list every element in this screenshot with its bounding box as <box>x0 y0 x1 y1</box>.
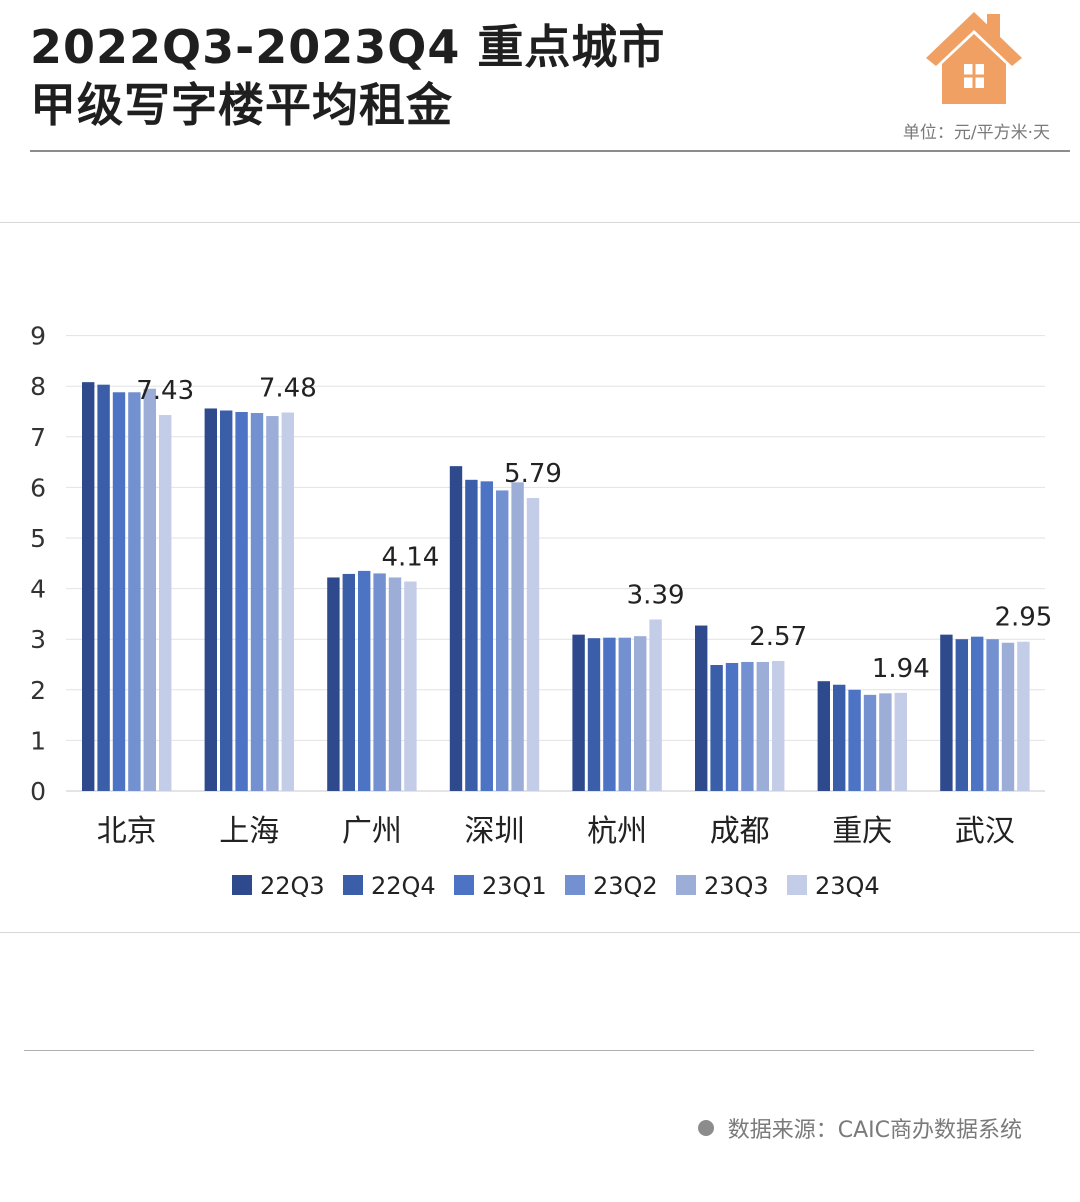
x-tick-label: 北京 <box>97 814 157 849</box>
chart-top-divider <box>0 222 1080 223</box>
source-text: 数据来源：CAIC商办数据系统 <box>727 1118 1022 1143</box>
bar <box>618 637 631 791</box>
x-tick-label: 武汉 <box>955 814 1015 849</box>
page-title-line-2: 甲级写字楼平均租金 <box>30 78 453 132</box>
unit-label: 单位：元/平方米·天 <box>902 123 1050 143</box>
data-label: 7.43 <box>136 376 194 406</box>
house-icon <box>926 12 1022 104</box>
bar <box>266 416 279 791</box>
bar <box>725 662 739 791</box>
page-title-line-1: 2022Q3-2023Q4 重点城市 <box>30 20 666 74</box>
chart-bottom-divider <box>0 932 1080 933</box>
data-label: 1.94 <box>872 654 930 684</box>
bar <box>634 636 647 791</box>
footer-divider <box>24 1050 1034 1051</box>
x-tick-label: 上海 <box>219 814 279 849</box>
bar <box>971 636 984 791</box>
y-tick-label: 2 <box>30 676 46 705</box>
bar <box>603 637 616 791</box>
bar <box>143 388 156 791</box>
y-tick-label: 9 <box>30 322 46 351</box>
y-tick-label: 0 <box>30 777 46 806</box>
bar <box>955 639 968 791</box>
legend-label: 23Q3 <box>704 872 769 900</box>
bar <box>204 408 217 791</box>
data-label: 5.79 <box>504 459 562 489</box>
legend-label: 23Q2 <box>593 872 658 900</box>
data-label: 2.57 <box>749 622 807 652</box>
bar <box>741 661 754 791</box>
bar <box>572 634 585 791</box>
y-tick-label: 3 <box>30 625 46 654</box>
bar <box>250 413 264 791</box>
header-divider <box>30 150 1070 152</box>
bar <box>220 410 233 791</box>
bar <box>817 681 830 791</box>
x-tick-label: 广州 <box>342 814 402 849</box>
y-tick-label: 6 <box>30 473 46 502</box>
bar <box>986 639 999 791</box>
bar <box>281 412 294 791</box>
bar <box>358 570 371 791</box>
bar <box>128 392 141 791</box>
bar <box>112 392 126 791</box>
legend-swatch <box>343 875 363 895</box>
legend-label: 23Q1 <box>482 872 547 900</box>
bar <box>756 661 769 791</box>
data-label: 2.95 <box>994 603 1052 633</box>
bar <box>465 479 478 791</box>
bar <box>159 415 172 791</box>
source-dot-icon <box>697 1120 714 1136</box>
bar <box>833 684 846 791</box>
title-block: 2022Q3-2023Q4 重点城市 甲级写字楼平均租金 <box>30 18 665 134</box>
bar <box>695 625 708 791</box>
bar <box>710 665 723 791</box>
x-tick-label: 重庆 <box>832 814 892 849</box>
legend-label: 23Q4 <box>815 872 880 900</box>
bar <box>404 581 417 791</box>
bar <box>97 384 110 791</box>
bar <box>235 412 248 791</box>
legend-swatch <box>676 875 696 895</box>
bar <box>1001 642 1015 791</box>
bar <box>894 692 907 791</box>
data-label: 4.14 <box>381 543 439 573</box>
y-tick-label: 7 <box>30 423 46 452</box>
x-tick-label: 成都 <box>710 814 770 849</box>
y-tick-label: 4 <box>30 575 46 604</box>
bar <box>863 694 877 791</box>
bar <box>342 573 355 791</box>
bar <box>480 481 493 791</box>
data-label: 7.48 <box>259 374 317 404</box>
x-tick-label: 深圳 <box>465 814 525 849</box>
data-source: 数据来源：CAIC商办数据系统 <box>697 1112 1022 1144</box>
y-tick-label: 1 <box>30 726 46 755</box>
legend-swatch <box>454 875 474 895</box>
bar <box>772 660 785 791</box>
legend-label: 22Q4 <box>371 872 436 900</box>
bar <box>511 482 524 791</box>
legend-swatch <box>787 875 807 895</box>
bar <box>1017 641 1030 791</box>
bar <box>649 619 662 791</box>
bar <box>373 573 386 791</box>
legend-label: 22Q3 <box>260 872 325 900</box>
y-tick-label: 5 <box>30 524 46 553</box>
x-tick-label: 杭州 <box>587 814 647 849</box>
bar <box>82 382 95 791</box>
bar <box>940 634 953 791</box>
bar <box>388 577 402 791</box>
bar <box>449 466 463 791</box>
bar <box>879 693 892 791</box>
legend-swatch <box>565 875 585 895</box>
bar <box>848 689 861 791</box>
legend-swatch <box>232 875 252 895</box>
rent-bar-chart: 0 1 2 3 4 5 6 7 8 9 北京 7.43 上海 7.48 广州 4.14 深圳 5.79 杭州 3.39… <box>30 322 1052 900</box>
bar <box>496 490 509 791</box>
bar <box>526 498 540 791</box>
bar <box>327 577 340 791</box>
bar <box>587 638 601 791</box>
data-label: 3.39 <box>627 580 685 610</box>
y-tick-label: 8 <box>30 372 46 401</box>
